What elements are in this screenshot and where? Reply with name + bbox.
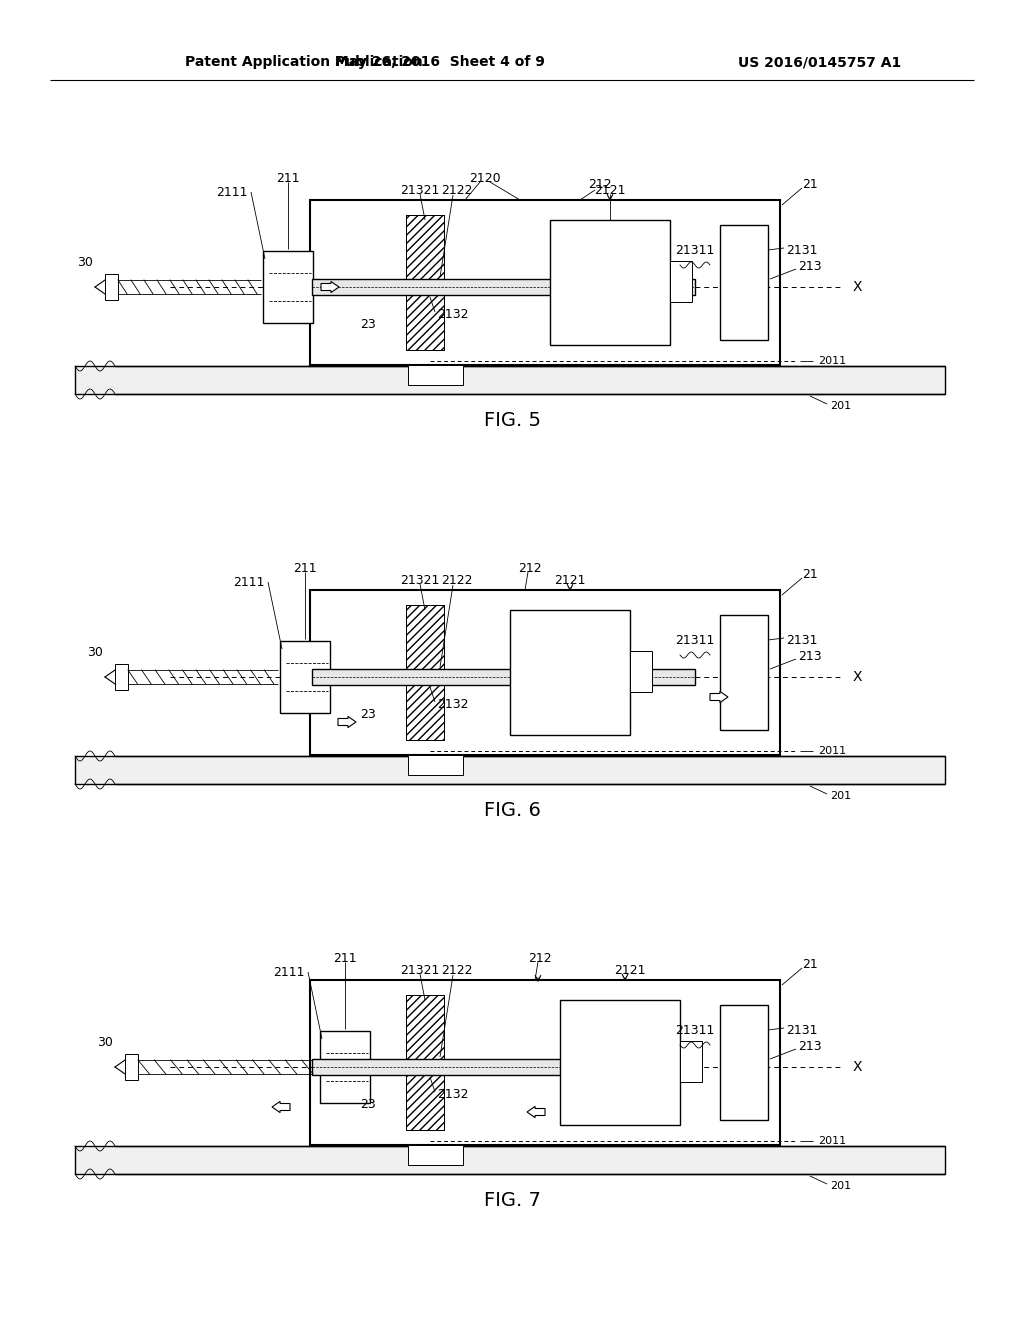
Text: 213: 213 <box>798 260 821 273</box>
Bar <box>406 215 444 350</box>
Text: FIG. 7: FIG. 7 <box>483 1191 541 1209</box>
Text: 213: 213 <box>798 1040 821 1053</box>
Text: 21311: 21311 <box>676 1023 715 1036</box>
Text: 2131: 2131 <box>786 243 817 256</box>
Text: X: X <box>853 671 862 684</box>
Bar <box>105 275 118 300</box>
Polygon shape <box>272 1101 290 1113</box>
Bar <box>75 756 945 784</box>
Bar <box>75 366 945 393</box>
Text: 2131: 2131 <box>786 634 817 647</box>
Bar <box>670 261 692 302</box>
Bar <box>510 610 630 735</box>
Bar <box>319 1031 370 1104</box>
Text: 2120: 2120 <box>469 172 501 185</box>
Text: 30: 30 <box>77 256 93 268</box>
Text: 2132: 2132 <box>437 309 469 322</box>
Text: 2131: 2131 <box>786 1023 817 1036</box>
Polygon shape <box>338 717 356 727</box>
Text: 21321: 21321 <box>400 573 439 586</box>
Bar <box>310 590 780 755</box>
Text: 2132: 2132 <box>437 1089 469 1101</box>
Text: US 2016/0145757 A1: US 2016/0145757 A1 <box>738 55 901 69</box>
Text: 2122: 2122 <box>441 964 473 977</box>
Polygon shape <box>321 281 339 293</box>
Text: 2121: 2121 <box>614 964 646 977</box>
Text: 2111: 2111 <box>273 965 305 978</box>
Text: 2011: 2011 <box>818 356 846 366</box>
Text: 211: 211 <box>276 172 300 185</box>
Bar <box>312 279 695 294</box>
Bar <box>720 224 768 341</box>
Text: 201: 201 <box>830 1181 851 1191</box>
Bar <box>406 215 444 350</box>
Bar <box>720 615 768 730</box>
Bar <box>406 605 444 741</box>
Text: 2011: 2011 <box>818 1137 846 1146</box>
Text: Patent Application Publication: Patent Application Publication <box>185 55 423 69</box>
Bar <box>312 669 695 685</box>
Bar <box>75 1146 945 1173</box>
Bar <box>406 605 444 741</box>
Text: 23: 23 <box>360 318 376 331</box>
Bar <box>680 1041 702 1082</box>
Bar <box>312 1059 695 1074</box>
Text: 2121: 2121 <box>554 573 586 586</box>
Text: 2132: 2132 <box>437 698 469 711</box>
Text: 21321: 21321 <box>400 964 439 977</box>
Text: 2121: 2121 <box>594 183 626 197</box>
Bar <box>408 1144 463 1166</box>
Bar <box>408 366 463 385</box>
Text: 212: 212 <box>588 178 611 191</box>
Bar <box>720 1005 768 1119</box>
Bar <box>310 979 780 1144</box>
Text: X: X <box>853 280 862 294</box>
Text: 30: 30 <box>87 645 103 659</box>
Text: 2011: 2011 <box>818 746 846 756</box>
Text: 212: 212 <box>518 561 542 574</box>
Text: 201: 201 <box>830 401 851 411</box>
Text: 2122: 2122 <box>441 183 473 197</box>
Bar <box>406 995 444 1130</box>
Polygon shape <box>527 1106 545 1118</box>
Text: 213: 213 <box>798 651 821 664</box>
Bar <box>280 642 330 713</box>
Text: 21: 21 <box>802 569 818 582</box>
Text: 21311: 21311 <box>676 243 715 256</box>
Text: 2122: 2122 <box>441 573 473 586</box>
Text: 21321: 21321 <box>400 183 439 197</box>
Text: FIG. 6: FIG. 6 <box>483 800 541 820</box>
Polygon shape <box>710 692 728 702</box>
Text: 201: 201 <box>830 791 851 801</box>
Bar <box>115 664 128 690</box>
Text: 212: 212 <box>528 952 552 965</box>
Bar <box>263 251 313 323</box>
Text: 23: 23 <box>360 709 376 722</box>
Text: 21: 21 <box>802 178 818 191</box>
Bar <box>406 995 444 1130</box>
Bar <box>125 1053 138 1080</box>
Bar <box>560 1001 680 1125</box>
Text: 21: 21 <box>802 958 818 972</box>
Text: 2111: 2111 <box>216 186 248 198</box>
Text: 30: 30 <box>97 1035 113 1048</box>
Bar <box>630 651 652 692</box>
Text: May 26, 2016  Sheet 4 of 9: May 26, 2016 Sheet 4 of 9 <box>335 55 545 69</box>
Bar <box>408 755 463 775</box>
Bar <box>310 201 780 366</box>
Text: 21311: 21311 <box>676 634 715 647</box>
Bar <box>550 220 670 345</box>
Text: X: X <box>853 1060 862 1074</box>
Text: 211: 211 <box>333 952 356 965</box>
Text: 211: 211 <box>293 561 316 574</box>
Text: FIG. 5: FIG. 5 <box>483 411 541 429</box>
Text: 23: 23 <box>360 1098 376 1111</box>
Text: 2111: 2111 <box>233 576 265 589</box>
